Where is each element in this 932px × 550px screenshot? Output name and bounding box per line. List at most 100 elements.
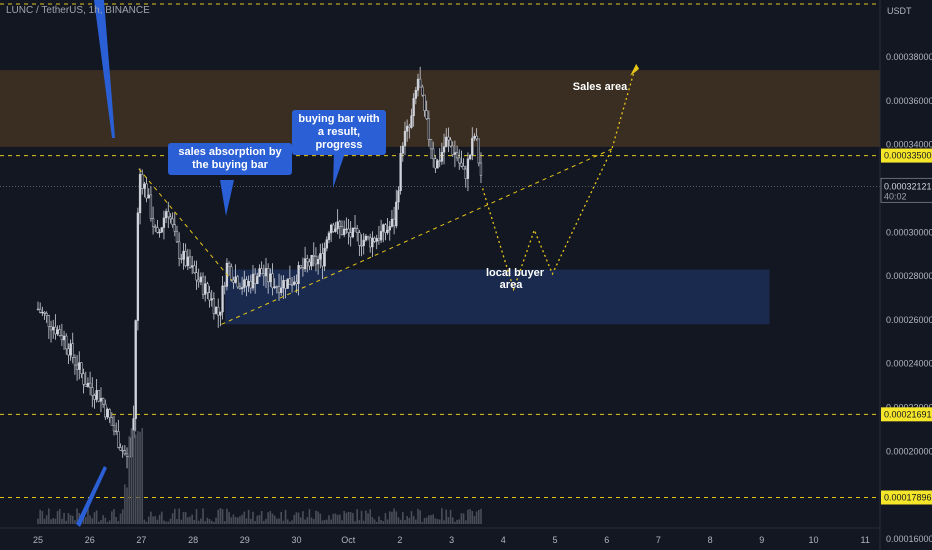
candle-body bbox=[73, 357, 77, 366]
volume-bar bbox=[154, 516, 157, 524]
candle-body bbox=[234, 276, 237, 283]
volume-bar bbox=[395, 511, 398, 524]
x-tick-label: 5 bbox=[552, 535, 557, 545]
candle-body bbox=[277, 286, 281, 293]
candle-body bbox=[416, 78, 420, 91]
candle-body bbox=[395, 201, 398, 227]
volume-bar bbox=[91, 518, 94, 524]
volume-bar bbox=[388, 511, 391, 524]
volume-bar bbox=[65, 520, 68, 524]
candle-body bbox=[312, 254, 315, 257]
volume-bar bbox=[321, 520, 324, 524]
volume-bar bbox=[278, 518, 280, 524]
volume-bar bbox=[412, 516, 415, 524]
pointer-buying-bar bbox=[333, 150, 346, 188]
candle-body bbox=[99, 397, 103, 402]
volume-bar bbox=[54, 518, 57, 524]
volume-bar bbox=[271, 513, 274, 524]
volume-bar bbox=[325, 519, 328, 524]
candle-body bbox=[123, 450, 127, 455]
candle-body bbox=[151, 218, 155, 227]
candle-body bbox=[125, 453, 129, 457]
candle-body bbox=[177, 241, 181, 259]
candle-body bbox=[101, 397, 105, 405]
sales-area-label: Sales area bbox=[573, 81, 628, 93]
x-tick-label: 29 bbox=[240, 535, 250, 545]
candle-body bbox=[458, 157, 461, 164]
candle-body bbox=[301, 267, 305, 270]
candle-body bbox=[197, 279, 200, 283]
volume-bar bbox=[160, 511, 163, 524]
x-tick-label: 25 bbox=[33, 535, 43, 545]
x-tick-label: 30 bbox=[291, 535, 301, 545]
candle-body bbox=[75, 364, 79, 370]
price-scale-panel bbox=[880, 0, 932, 550]
volume-bar bbox=[226, 508, 228, 524]
volume-bar bbox=[467, 509, 469, 524]
annotation-absorption: sales absorption by the buying bar bbox=[168, 143, 292, 175]
candle-body bbox=[321, 253, 324, 267]
candle-body bbox=[373, 237, 376, 242]
candle-body bbox=[414, 89, 417, 99]
volume-bar bbox=[464, 520, 467, 524]
candle-body bbox=[49, 326, 53, 331]
volume-bar bbox=[217, 509, 220, 524]
candle-body bbox=[236, 276, 239, 288]
volume-bar bbox=[432, 514, 434, 524]
volume-bar bbox=[213, 521, 215, 524]
volume-bar bbox=[441, 508, 443, 524]
candle-body bbox=[353, 227, 357, 230]
y-tick-label: 0.00038000 bbox=[886, 52, 932, 62]
candle-body bbox=[162, 217, 166, 228]
volume-bar bbox=[41, 511, 44, 524]
volume-bar bbox=[306, 517, 309, 524]
volume-bar bbox=[341, 520, 343, 524]
x-tick-label: 28 bbox=[188, 535, 198, 545]
candle-body bbox=[227, 262, 231, 268]
volume-bar bbox=[295, 512, 298, 524]
volume-bar bbox=[356, 509, 358, 524]
volume-bar bbox=[93, 512, 96, 524]
volume-bar bbox=[454, 521, 456, 524]
volume-bar bbox=[469, 509, 471, 524]
candle-body bbox=[421, 86, 424, 96]
volume-bar bbox=[367, 513, 369, 524]
x-tick-label: 26 bbox=[85, 535, 95, 545]
volume-bar bbox=[254, 521, 256, 524]
volume-bar bbox=[180, 519, 183, 524]
candle-body bbox=[405, 125, 409, 132]
volume-bar bbox=[176, 519, 178, 524]
candle-body bbox=[288, 278, 292, 285]
candle-body bbox=[436, 160, 439, 169]
y-tick-label: 0.00036000 bbox=[886, 96, 932, 106]
volume-bar bbox=[234, 517, 237, 524]
volume-bar bbox=[408, 517, 411, 524]
candle-body bbox=[169, 216, 172, 220]
volume-bar bbox=[297, 512, 300, 524]
volume-bar bbox=[247, 509, 250, 524]
candle-body bbox=[117, 431, 120, 448]
candle-body bbox=[245, 279, 248, 287]
volume-bar bbox=[360, 510, 363, 524]
candle-body bbox=[69, 343, 72, 356]
candle-body bbox=[219, 311, 222, 316]
candle-body bbox=[199, 276, 203, 283]
candle-body bbox=[182, 250, 185, 260]
candle-body bbox=[384, 224, 387, 233]
candle-body bbox=[167, 211, 170, 218]
volume-bar bbox=[404, 520, 406, 524]
volume-bar bbox=[206, 517, 209, 524]
candle-body bbox=[54, 326, 57, 335]
candle-body bbox=[434, 158, 437, 169]
volume-bar bbox=[111, 511, 113, 524]
candle-body bbox=[306, 258, 309, 263]
candle-body bbox=[451, 145, 454, 155]
volume-bar bbox=[260, 510, 263, 524]
buyer-area-label: local buyer area bbox=[486, 267, 545, 291]
candle-body bbox=[149, 194, 153, 219]
volume-bar bbox=[187, 517, 189, 524]
volume-bar bbox=[115, 516, 117, 524]
volume-bar bbox=[87, 508, 89, 524]
volume-bar bbox=[417, 508, 419, 524]
